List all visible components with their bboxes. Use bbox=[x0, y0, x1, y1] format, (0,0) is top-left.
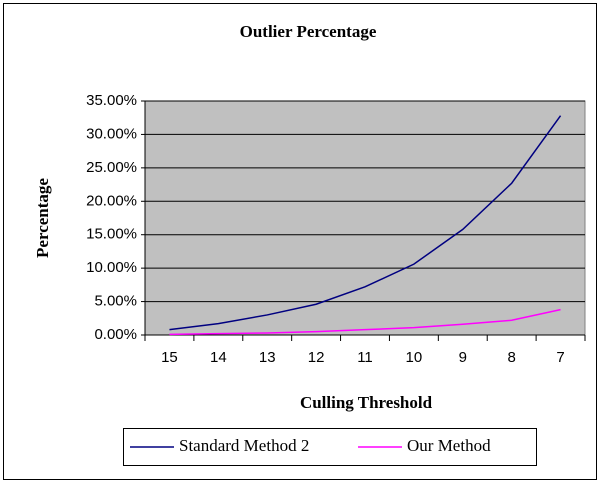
legend-label: Standard Method 2 bbox=[179, 436, 309, 455]
x-tick-label: 14 bbox=[210, 349, 227, 366]
y-axis-label: Percentage bbox=[33, 178, 52, 258]
x-tick-label: 11 bbox=[357, 349, 373, 366]
plot-area bbox=[144, 100, 586, 336]
series-line bbox=[169, 308, 561, 336]
y-tick-label: 30.00% bbox=[86, 125, 137, 142]
y-tick-label: 5.00% bbox=[94, 293, 137, 310]
y-tick-label: 15.00% bbox=[86, 226, 137, 243]
y-tick-label: 10.00% bbox=[86, 259, 137, 276]
y-tick-label: 0.00% bbox=[94, 326, 137, 343]
series-line bbox=[169, 115, 562, 331]
x-tick-label: 8 bbox=[507, 349, 515, 366]
y-tick-label: 20.00% bbox=[86, 192, 137, 209]
legend bbox=[123, 428, 537, 466]
x-axis-label: Culling Threshold bbox=[300, 393, 433, 412]
y-tick-label: 25.00% bbox=[86, 159, 137, 176]
chart-title: Outlier Percentage bbox=[240, 22, 377, 41]
x-tick-label: 12 bbox=[308, 349, 325, 366]
legend-label: Our Method bbox=[407, 436, 491, 455]
y-tick-label: 35.00% bbox=[86, 92, 137, 109]
x-tick-label: 13 bbox=[259, 349, 276, 366]
x-tick-label: 10 bbox=[406, 349, 423, 366]
x-tick-label: 7 bbox=[556, 349, 564, 366]
x-tick-label: 9 bbox=[459, 349, 467, 366]
x-tick-label: 15 bbox=[161, 349, 178, 366]
